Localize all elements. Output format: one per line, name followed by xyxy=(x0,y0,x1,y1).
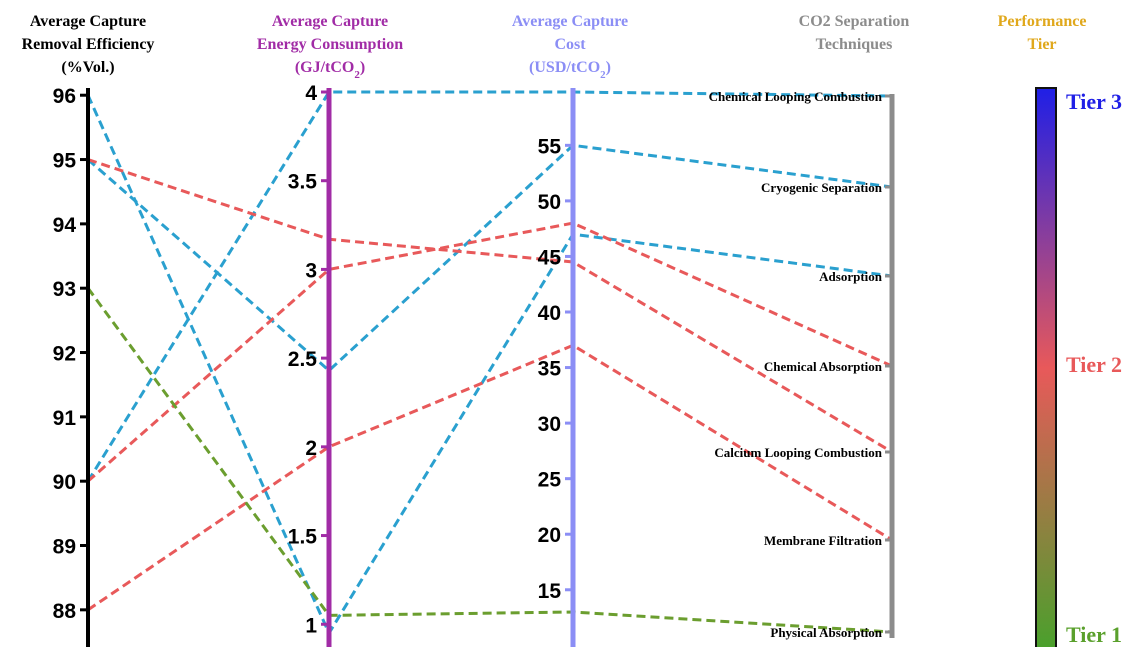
technique-label: Adsorption xyxy=(819,269,883,284)
series-line-cryogenic-separation xyxy=(87,143,893,373)
cost-axis-title: Average Capture Cost (USD/tCO2) xyxy=(512,13,628,81)
removal-tick-label: 94 xyxy=(53,214,77,237)
tier-colorbar: Tier 3 Tier 2 Tier 1 xyxy=(1035,87,1122,647)
technique-label: Calcium Looping Combustion xyxy=(714,445,882,460)
removal-tick-label: 88 xyxy=(53,600,77,623)
energy-tick-label: 2 xyxy=(305,437,317,460)
removal-axis-title: Average Capture Removal Efficiency (%Vol.) xyxy=(22,13,155,76)
energy-axis-title: Average Capture Energy Consumption (GJ/tCO… xyxy=(257,13,403,81)
cost-tick-label: 30 xyxy=(538,413,561,436)
technique-label: Cryogenic Separation xyxy=(761,180,883,195)
energy-tick-label: 4 xyxy=(305,82,317,105)
removal-tick-label: 90 xyxy=(53,471,76,494)
cost-tick-label: 25 xyxy=(538,469,562,492)
cost-tick-label: 35 xyxy=(538,358,562,381)
cost-tick-label: 40 xyxy=(538,302,561,325)
series-lines xyxy=(86,90,893,637)
technique-label: Chemical Looping Combustion xyxy=(709,89,883,104)
tier-label-tier-1: Tier 1 xyxy=(1066,622,1122,647)
energy-tick-label: 3 xyxy=(305,259,317,282)
removal-tick-label: 96 xyxy=(53,85,76,108)
technique-axis-title: CO2 Separation Techniques xyxy=(799,13,910,53)
removal-tick-label: 89 xyxy=(53,536,76,559)
energy-tick-label: 1.5 xyxy=(288,526,318,549)
cost-tick-label: 50 xyxy=(538,191,561,214)
energy-tick-label: 3.5 xyxy=(288,171,318,194)
axis-titles: Average Capture Removal Efficiency (%Vol.)… xyxy=(22,13,1087,81)
cost-tick-label: 15 xyxy=(538,580,562,603)
series-line-physical-absorption xyxy=(86,287,893,634)
tier-label-tier-2: Tier 2 xyxy=(1066,352,1122,377)
technique-label: Membrane Filtration xyxy=(764,533,883,548)
tier-axis-title: Performance Tier xyxy=(998,13,1087,53)
series-line-calcium-looping-combustion xyxy=(87,158,893,454)
energy-tick-label: 2.5 xyxy=(288,348,318,371)
series-line-adsorption xyxy=(86,94,893,637)
cost-tick-label: 20 xyxy=(538,524,561,547)
series-line-chemical-absorption xyxy=(87,221,893,483)
tier-colorbar-gradient xyxy=(1035,87,1057,647)
axes: 88 89 90 91 92 93 94 95 96 1 1.5 2 2.5 3 3.5 4 15 20 25 30 3… xyxy=(53,82,895,647)
removal-tick-label: 93 xyxy=(53,278,76,301)
cost-tick-label: 55 xyxy=(538,135,562,158)
removal-tick-label: 91 xyxy=(53,407,77,430)
removal-tick-label: 92 xyxy=(53,343,76,366)
energy-tick-label: 1 xyxy=(305,614,317,637)
series-line-chemical-looping-combustion xyxy=(86,90,893,482)
series-line-membrane-filtration xyxy=(87,343,893,612)
technique-label: Physical Absorption xyxy=(770,625,882,640)
removal-tick-label: 95 xyxy=(53,150,77,173)
cost-tick-label: 45 xyxy=(538,246,562,269)
technique-label: Chemical Absorption xyxy=(764,359,883,374)
tier-label-tier-3: Tier 3 xyxy=(1066,89,1122,114)
